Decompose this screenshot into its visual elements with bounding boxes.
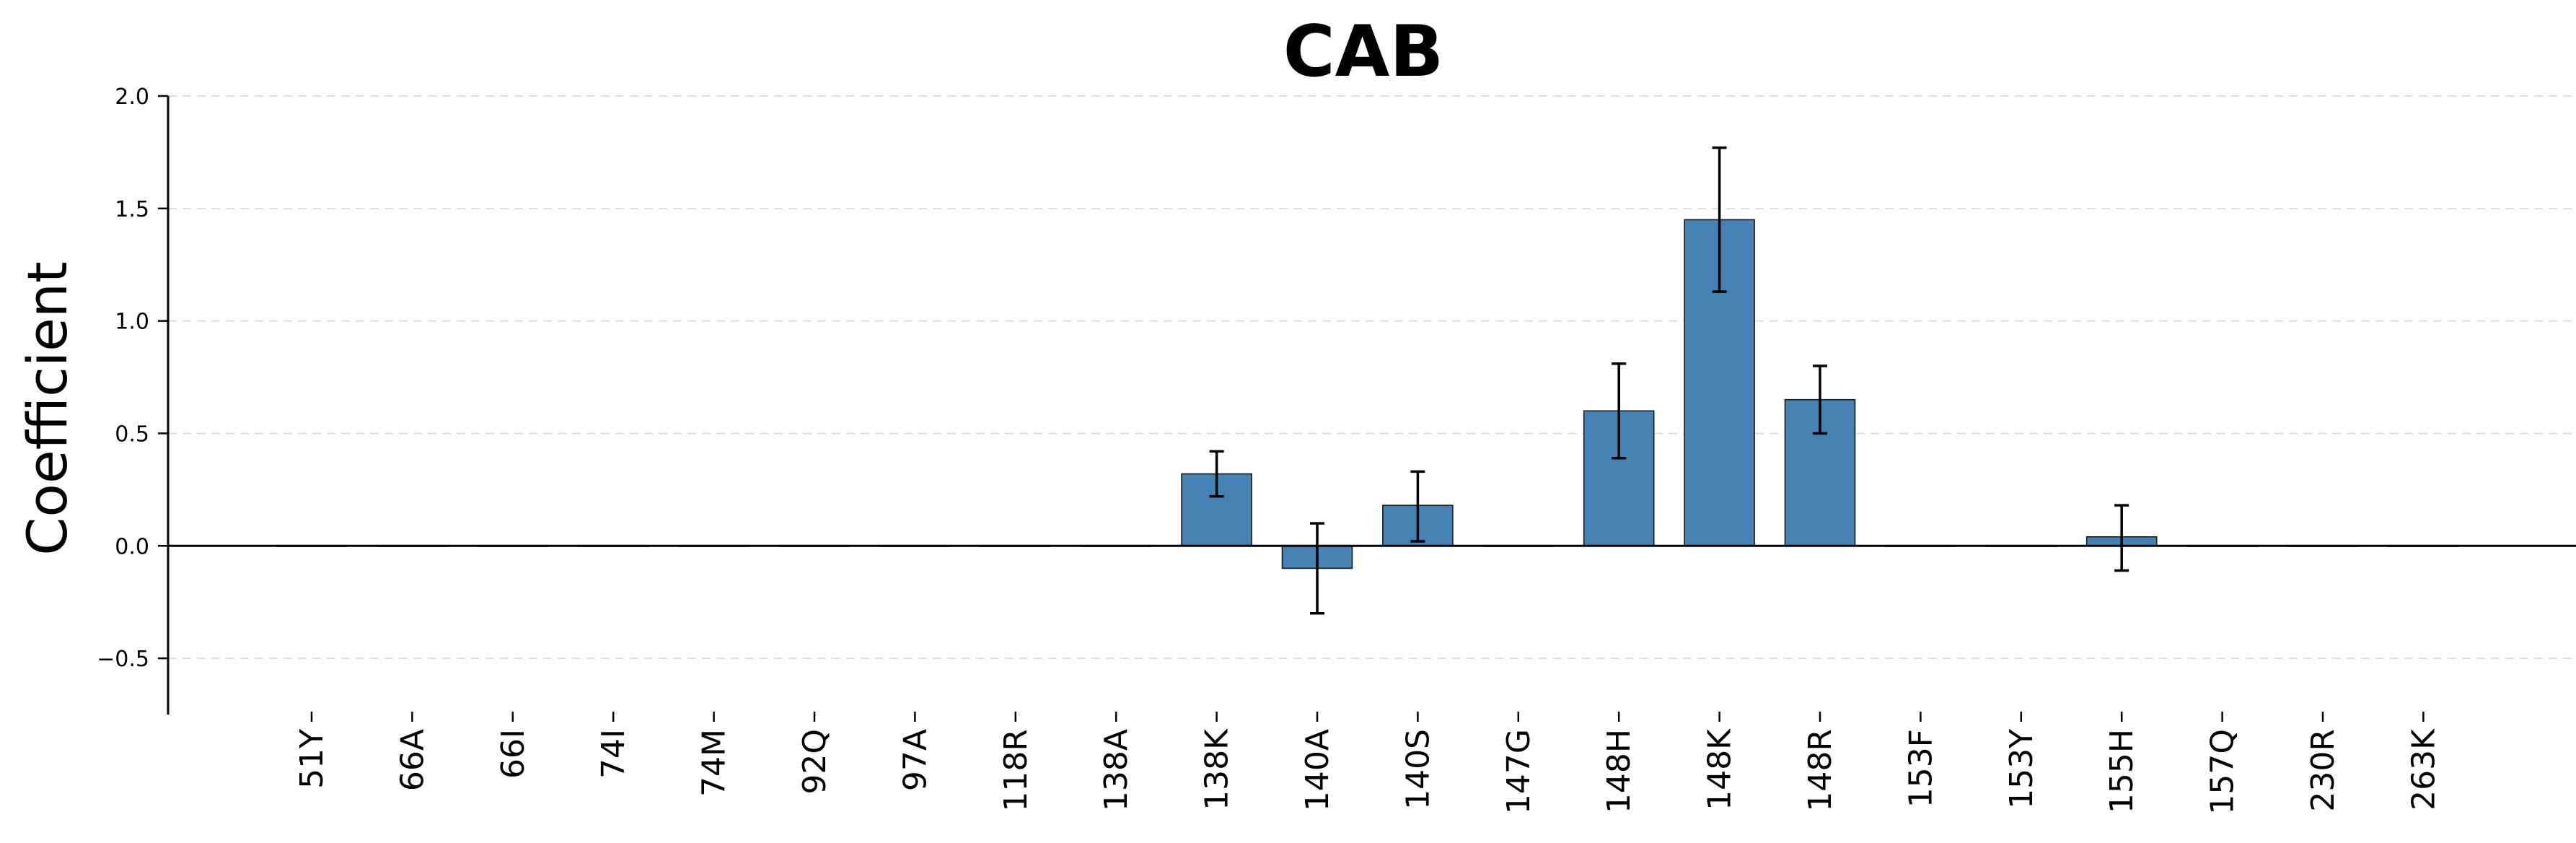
y-tick-label: −0.5 — [97, 647, 149, 672]
x-tick-label: 74I — [595, 729, 632, 779]
y-tick-label: 0.5 — [115, 422, 149, 447]
axes — [167, 96, 2576, 715]
x-tick-label: 66I — [495, 729, 532, 779]
y-ticks: −0.5 0.0 0.5 1.0 1.5 2.0 — [97, 84, 168, 672]
x-ticks: 51Y 66A 66I 74I 74M 92Q 97A 118R 138A 138K 140A 140… — [294, 712, 2442, 815]
error-bars — [1209, 146, 2129, 615]
chart-title: CAB — [1283, 11, 1443, 93]
gridlines — [168, 95, 2576, 660]
x-tick-label: 66A — [394, 729, 431, 791]
y-tick-label: 1.5 — [115, 197, 149, 222]
x-tick-label: 140S — [1399, 729, 1436, 810]
y-tick-label: 1.0 — [115, 310, 149, 335]
x-tick-label: 230R — [2305, 729, 2342, 812]
x-tick-label: 148H — [1601, 729, 1638, 813]
x-tick-label: 118R — [998, 729, 1034, 812]
x-tick-label: 147G — [1500, 729, 1537, 814]
x-tick-label: 148K — [1702, 728, 1738, 811]
x-tick-label: 92Q — [796, 729, 833, 795]
x-tick-label: 155H — [2104, 729, 2140, 813]
x-tick-label: 97A — [897, 729, 933, 791]
x-tick-label: 148R — [1802, 729, 1839, 812]
x-tick-label: 263K — [2405, 728, 2442, 811]
x-tick-label: 51Y — [294, 729, 330, 789]
x-tick-label: 157Q — [2204, 729, 2241, 815]
x-tick-label: 153F — [1902, 729, 1939, 808]
x-tick-label: 153Y — [2003, 729, 2040, 809]
x-tick-label: 138K — [1199, 728, 1236, 811]
x-tick-label: 74M — [696, 729, 733, 797]
x-tick-label: 140A — [1299, 729, 1336, 811]
x-tick-label: 138A — [1098, 729, 1135, 811]
bars — [276, 219, 2459, 569]
y-axis-label: Coefficient — [15, 261, 79, 555]
y-tick-label: 0.0 — [115, 534, 149, 559]
y-tick-label: 2.0 — [115, 84, 149, 110]
bar — [1583, 410, 1655, 547]
